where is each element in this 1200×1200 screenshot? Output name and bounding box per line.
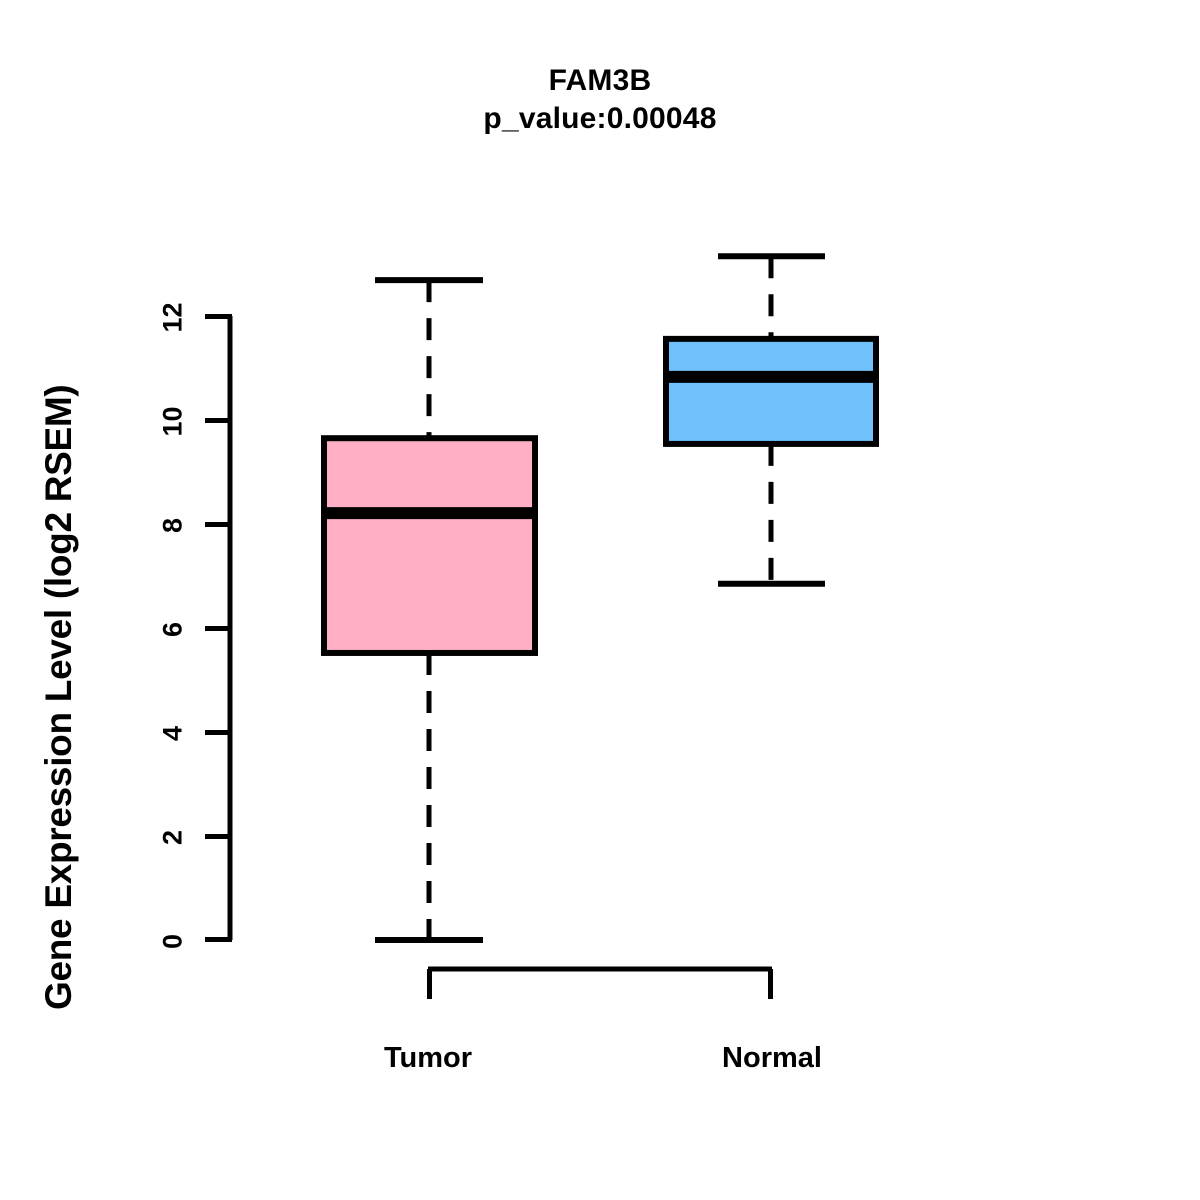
y-tick-label-8: 8	[157, 517, 188, 534]
box-normal	[663, 253, 879, 587]
x-axis-label-normal: Normal	[722, 1042, 822, 1074]
box-rect-tumor	[321, 435, 538, 656]
y-tick-label-12: 12	[157, 302, 188, 333]
y-tick-label-6: 6	[157, 621, 188, 638]
chart-title-block: FAM3B p_value:0.00048	[0, 62, 1200, 139]
page-title: FAM3B	[548, 64, 652, 97]
box-rect-normal	[663, 335, 879, 447]
y-tick-label-0: 0	[157, 933, 188, 950]
x-axis-label-tumor: Tumor	[383, 1042, 473, 1074]
y-tick-label-10: 10	[157, 406, 188, 437]
y-tick-label-2: 2	[157, 829, 188, 846]
x-axis-bracket	[427, 966, 773, 999]
y-axis	[205, 314, 233, 942]
chart-subtitle-pvalue: p_value:0.00048	[483, 102, 717, 136]
box-tumor	[321, 277, 538, 943]
y-tick-label-4: 4	[157, 725, 188, 742]
